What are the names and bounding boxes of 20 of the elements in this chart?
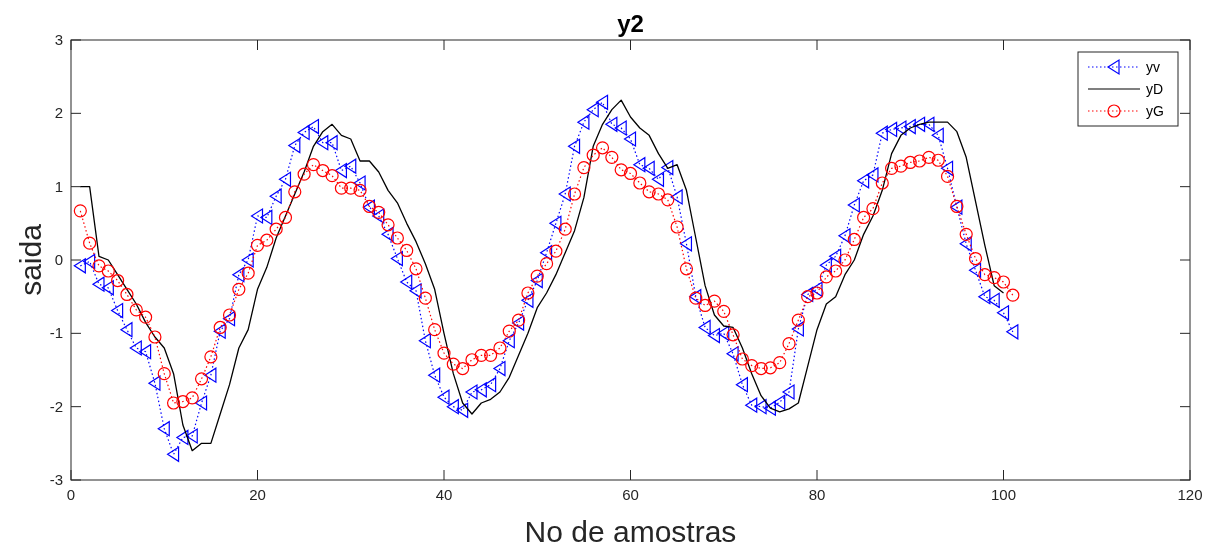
x-tick-label: 120 — [1177, 486, 1203, 503]
x-axis-title: No de amostras — [524, 515, 737, 548]
x-tick-label: 60 — [622, 486, 639, 503]
legend-label: yD — [1146, 81, 1164, 97]
y-tick-label: -1 — [49, 324, 63, 342]
y-tick-label: -2 — [49, 397, 63, 415]
y-tick-label: 0 — [54, 251, 63, 268]
chart-title: y2 — [617, 10, 644, 37]
y-axis-title: saida — [14, 223, 47, 296]
legend-label: yG — [1146, 103, 1164, 119]
y-tick-label: 2 — [54, 104, 63, 122]
x-tick-label: 0 — [66, 486, 76, 503]
x-tick-label: 100 — [990, 486, 1017, 503]
legend-label: yv — [1146, 59, 1160, 75]
y-tick-label: 1 — [54, 177, 63, 195]
y-tick-label: -3 — [49, 471, 63, 488]
x-tick-label: 80 — [808, 486, 826, 503]
y-tick-label: 3 — [54, 31, 63, 48]
x-tick-label: 40 — [435, 486, 453, 503]
x-tick-label: 20 — [249, 486, 266, 503]
